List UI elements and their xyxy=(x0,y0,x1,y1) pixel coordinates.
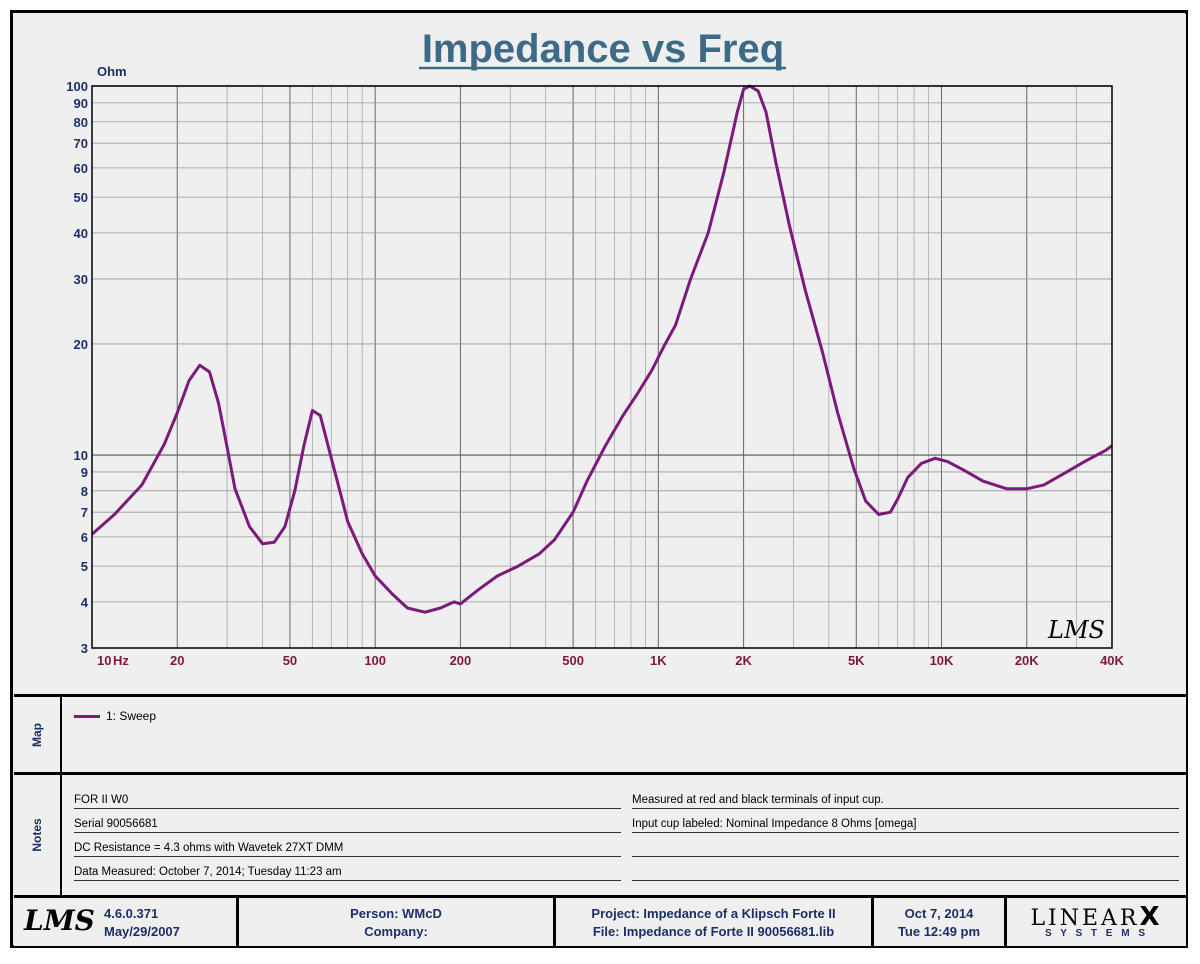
note-left-2: Serial 90056681 xyxy=(74,817,621,833)
map-panel: Map 1: Sweep xyxy=(14,697,1186,775)
note-left-1: FOR II W0 xyxy=(74,793,621,809)
y-tick-label: 40 xyxy=(74,226,88,241)
y-tick-label: 3 xyxy=(81,641,88,656)
legend-label: 1: Sweep xyxy=(106,709,157,723)
y-tick-label: 80 xyxy=(74,115,88,130)
x-tick-label: 20K xyxy=(1015,653,1039,668)
legend-swatch xyxy=(74,714,100,718)
note-left-4: Data Measured: October 7, 2014; Tuesday … xyxy=(74,865,621,881)
grid xyxy=(91,85,1113,649)
note-right-4 xyxy=(632,865,1179,881)
y-tick-label: 6 xyxy=(81,530,88,545)
note-right-2: Input cup labeled: Nominal Impedance 8 O… xyxy=(632,817,1179,833)
y-tick-label: 8 xyxy=(81,484,88,499)
x-tick-label: 10 xyxy=(97,653,111,668)
y-tick-label: 60 xyxy=(74,161,88,176)
version-number: 4.6.0.371 xyxy=(104,906,159,921)
lms-logo: LMS xyxy=(24,904,95,937)
x-tick-label: 5K xyxy=(848,653,865,668)
time: Tue 12:49 pm xyxy=(897,924,981,939)
company: Company: xyxy=(364,924,428,939)
y-tick-label: 50 xyxy=(74,190,88,205)
map-side-label: Map xyxy=(14,697,62,772)
x-tick-label: 20 xyxy=(170,653,184,668)
x-unit-label: Hz xyxy=(113,653,129,668)
plot-panel: Impedance vs Freq Ohm 100 90 80 70 60 50 40 30 2… xyxy=(14,14,1186,697)
project: Project: Impedance of a Klipsch Forte II xyxy=(591,906,836,921)
x-tick-label: 2K xyxy=(735,653,752,668)
footer-project-cell: Project: Impedance of a Klipsch Forte II… xyxy=(556,898,874,946)
note-left-3: DC Resistance = 4.3 ohms with Wavetek 27… xyxy=(74,841,621,857)
file-name: File: Impedance of Forte II 90056681.lib xyxy=(592,924,835,939)
brand-systems: S Y S T E M S xyxy=(1044,928,1149,939)
legend-entry-sweep: 1: Sweep xyxy=(74,709,156,723)
impedance-chart: Impedance vs Freq Ohm 100 90 80 70 60 50 40 30 2… xyxy=(66,27,1125,668)
y-tick-label: 4 xyxy=(81,595,89,610)
x-tick-label: 200 xyxy=(450,653,472,668)
y-tick-label: 9 xyxy=(81,465,88,480)
footer-bar: LMS 4.6.0.371 May/29/2007 Person: WMcD C… xyxy=(14,898,1186,946)
note-right-3 xyxy=(632,841,1179,857)
y-tick-label: 90 xyxy=(74,96,88,111)
x-tick-labels: 10 20 50 100 200 500 1K 2K 5K 10K 20K 40K xyxy=(97,653,1125,668)
y-tick-label: 10 xyxy=(74,448,88,463)
x-tick-label: 50 xyxy=(283,653,297,668)
brand-name: LINEARX xyxy=(1030,902,1163,932)
y-tick-label: 5 xyxy=(81,559,88,574)
y-tick-label: 7 xyxy=(81,505,88,520)
y-tick-label: 70 xyxy=(74,136,88,151)
notes-panel: Notes FOR II W0 Serial 90056681 DC Resis… xyxy=(14,775,1186,898)
lms-watermark: LMS xyxy=(1047,616,1105,644)
footer-person-cell: Person: WMcD Company: xyxy=(239,898,556,946)
x-tick-label: 10K xyxy=(930,653,954,668)
x-tick-label: 40K xyxy=(1100,653,1124,668)
y-tick-label: 100 xyxy=(66,79,88,94)
footer-version-cell: LMS 4.6.0.371 May/29/2007 xyxy=(14,898,239,946)
linearx-logo: LINEARX S Y S T E M S xyxy=(1007,898,1186,946)
date: Oct 7, 2014 xyxy=(904,906,974,921)
footer-date-cell: Oct 7, 2014 Tue 12:49 pm xyxy=(874,898,1007,946)
y-tick-labels: 100 90 80 70 60 50 40 30 20 10 9 8 7 6 5 4 3 xyxy=(66,79,88,656)
y-tick-label: 20 xyxy=(74,337,88,352)
plot-border xyxy=(91,85,1113,649)
notes-side-label: Notes xyxy=(14,775,62,895)
series-line-sweep xyxy=(91,84,1113,614)
y-unit-label: Ohm xyxy=(97,64,127,79)
version-date: May/29/2007 xyxy=(104,924,180,939)
note-right-1: Measured at red and black terminals of i… xyxy=(632,793,1179,809)
person: Person: WMcD xyxy=(350,906,442,921)
chart-title: Impedance vs Freq xyxy=(422,27,784,71)
x-tick-label: 100 xyxy=(364,653,386,668)
y-tick-label: 30 xyxy=(74,272,88,287)
x-tick-label: 500 xyxy=(562,653,584,668)
x-tick-label: 1K xyxy=(650,653,667,668)
